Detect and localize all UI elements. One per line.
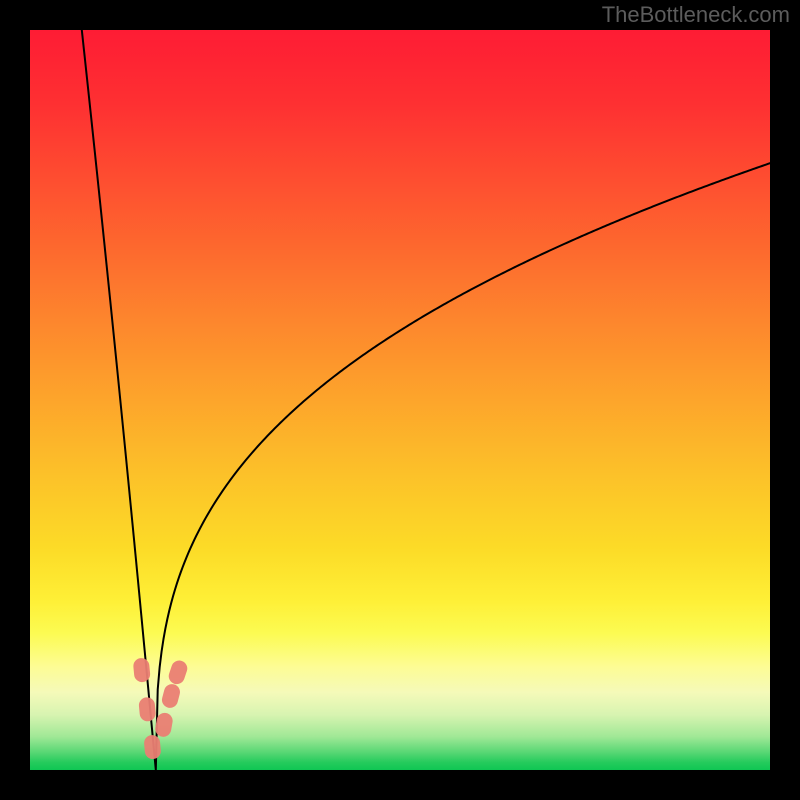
bottleneck-chart [0,0,800,800]
chart-frame: TheBottleneck.com [0,0,800,800]
watermark-text: TheBottleneck.com [602,2,790,28]
